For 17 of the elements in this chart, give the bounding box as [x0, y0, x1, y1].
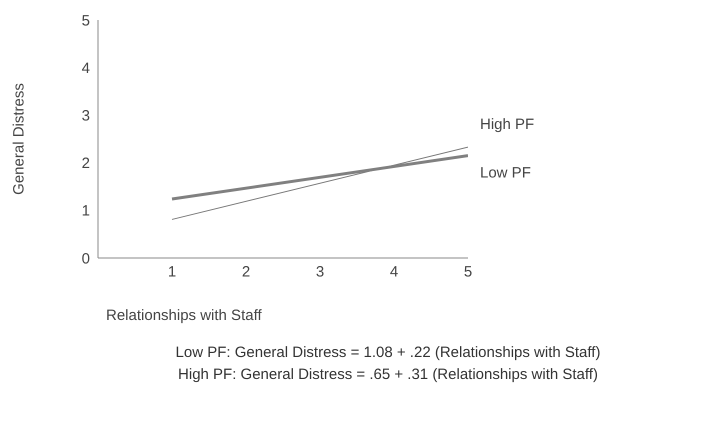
x-tick-label: 4: [390, 264, 398, 281]
y-tick-label: 3: [82, 108, 90, 125]
series-label: High PF: [480, 116, 534, 134]
text: High PF: General Distress = .65 + .31 (Relationships with Staff): [177, 365, 599, 385]
x-tick-label: 2: [242, 264, 250, 281]
x-tick-label: 1: [168, 264, 176, 281]
y-tick-label: 4: [82, 60, 90, 77]
series-label: Low PF: [480, 164, 531, 182]
y-tick-label: 2: [82, 155, 90, 172]
x-tick-label: 5: [464, 264, 472, 281]
text: Low PF: General Distress = 1.08 + .22 (Relationships with Staff): [174, 343, 602, 363]
y-tick-label: 5: [82, 12, 90, 30]
y-tick-label: 0: [82, 250, 90, 268]
y-tick-label: 1: [82, 202, 90, 220]
y-axis-title: General Distress: [10, 83, 28, 195]
x-axis-title: Relationships with Staff: [106, 307, 262, 324]
x-tick-label: 3: [316, 264, 324, 281]
